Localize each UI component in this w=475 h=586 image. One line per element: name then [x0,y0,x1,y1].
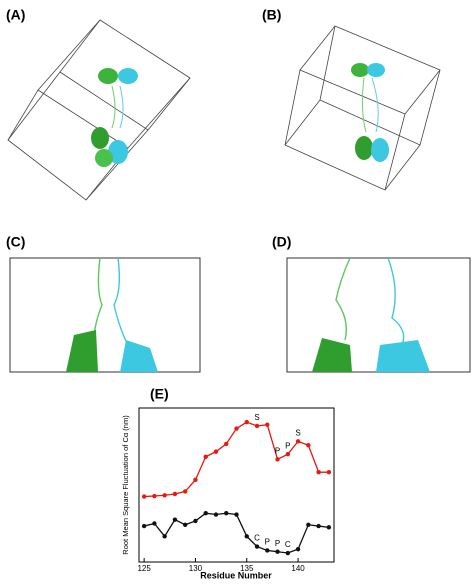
x-tick-label: 140 [291,564,305,573]
data-point [275,457,280,462]
point-label: S [295,428,300,437]
data-point [285,452,291,457]
data-point [285,550,291,556]
data-point [326,469,332,475]
data-point [162,534,167,539]
y-axis-label: Root Mean Square Fluctuation of Cα (nm) [121,415,130,555]
data-point [224,511,229,516]
data-point [265,548,270,553]
data-point [254,544,260,549]
data-point [306,522,311,527]
data-point [326,525,332,530]
data-point [306,443,311,448]
data-point [141,523,147,529]
data-point [182,489,188,494]
panel-label: (D) [272,234,291,250]
point-label: P [265,538,270,547]
data-point [316,523,321,529]
chart-title: (E) [150,386,169,402]
panel-label: (A) [6,7,25,23]
series-line [143,512,329,554]
data-point [213,449,219,454]
cube-a [7,19,191,201]
point-label: C [285,540,291,549]
x-tick-label: 135 [240,564,254,573]
data-point [213,512,219,517]
data-point [172,491,178,497]
cube-b [284,25,441,191]
point-label: S [254,413,259,422]
data-point [295,546,301,552]
x-axis-label: Residue Number [200,570,272,580]
point-label: C [254,534,260,543]
point-label: P [275,446,280,455]
data-point [152,493,157,499]
data-point [182,522,188,527]
panel-label: (C) [6,234,25,250]
point-label: P [275,539,280,548]
data-point [265,422,270,427]
data-point [275,549,280,554]
data-point [141,494,147,499]
series-line [144,421,329,498]
data-point [193,518,198,524]
x-tick-label: 130 [189,564,203,573]
data-point [162,493,167,498]
data-point [295,439,301,444]
data-point [203,454,208,459]
panel-d-image [286,257,471,373]
data-point [193,477,198,483]
data-point [244,534,249,539]
data-point [244,419,249,425]
data-point [234,512,239,517]
data-point [203,511,208,516]
panel-label: (B) [262,7,281,23]
data-point [316,469,321,475]
point-label: P [285,441,290,450]
data-point [152,521,157,526]
data-point [172,517,178,522]
plot-frame [138,407,335,563]
data-point [234,426,239,431]
data-point [254,423,260,429]
x-tick-label: 125 [137,564,151,573]
data-point [224,441,229,447]
panel-c-image [9,257,201,373]
